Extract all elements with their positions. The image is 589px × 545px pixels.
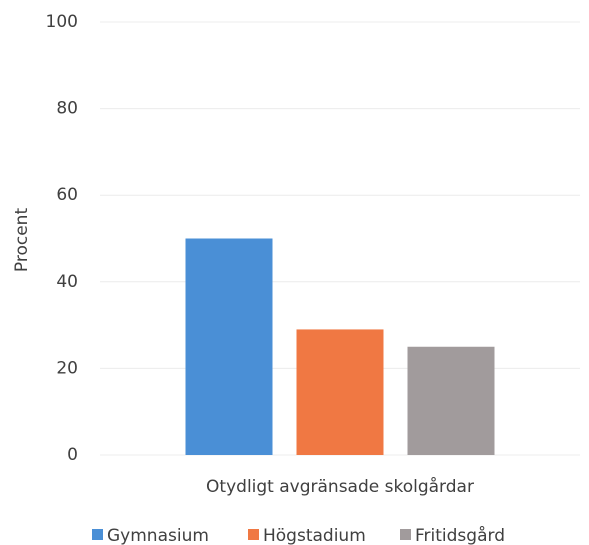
y-tick-label: 40 xyxy=(56,272,78,292)
y-tick-label: 80 xyxy=(56,99,78,119)
bar xyxy=(185,238,273,455)
legend-label: Högstadium xyxy=(263,526,366,545)
y-tick-label: 100 xyxy=(46,12,78,32)
legend-swatch xyxy=(400,529,411,540)
legend-swatch xyxy=(92,529,103,540)
legend-swatch xyxy=(248,529,259,540)
y-tick-label: 20 xyxy=(56,358,78,378)
legend-label: Fritidsgård xyxy=(415,525,505,545)
bar xyxy=(407,346,495,455)
y-axis-label: Procent xyxy=(12,208,32,273)
y-tick-label: 60 xyxy=(56,185,78,205)
legend-label: Gymnasium xyxy=(107,526,209,545)
x-tick-label: Otydligt avgränsade skolgårdar xyxy=(206,476,474,497)
y-tick-label: 0 xyxy=(67,445,78,465)
bar xyxy=(296,329,384,455)
